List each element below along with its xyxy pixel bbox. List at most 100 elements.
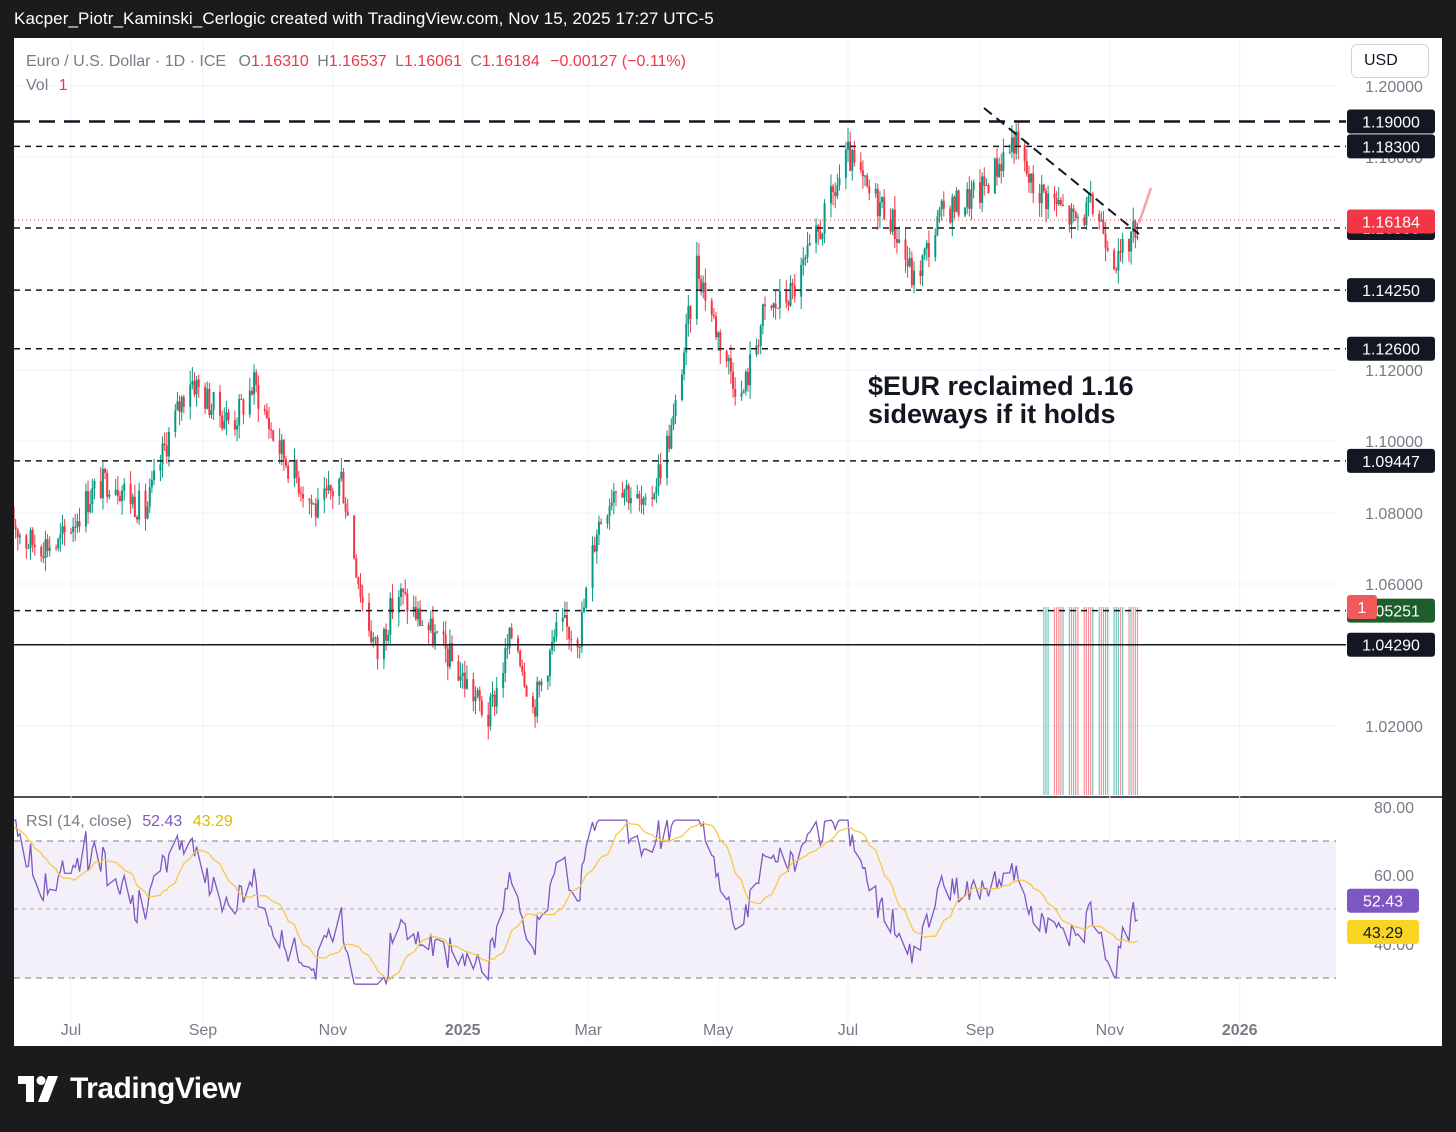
candle-body — [534, 706, 537, 717]
candle-body — [104, 468, 107, 473]
candle-body — [566, 615, 569, 627]
candle-body — [881, 196, 884, 203]
candle-body — [404, 591, 407, 594]
candle-body — [612, 491, 615, 503]
candle-body — [76, 521, 79, 528]
trendline[interactable] — [983, 107, 1140, 235]
candle-body — [353, 515, 356, 559]
candle-body — [791, 283, 794, 286]
candle-body — [800, 264, 803, 297]
candle-body — [114, 489, 117, 495]
candle-body — [253, 372, 256, 395]
rsi-legend[interactable]: RSI (14, close) 52.43 43.29 — [26, 813, 233, 831]
price-tick-label: 1.12000 — [1365, 363, 1423, 380]
candle-body — [849, 141, 852, 171]
candle-body — [89, 504, 92, 513]
chart-annotation[interactable]: $EUR reclaimed 1.16 sideways if it holds — [868, 372, 1134, 428]
candle-body — [749, 354, 752, 386]
currency-button[interactable]: USD — [1351, 44, 1429, 78]
candle-body — [361, 596, 364, 603]
candle-body — [829, 186, 832, 204]
candle-body — [399, 588, 402, 598]
candle-body — [578, 646, 581, 648]
candle-body — [964, 207, 967, 216]
candle-body — [427, 624, 430, 631]
candle-body — [955, 190, 958, 212]
candle-body — [878, 202, 881, 217]
candle-body — [391, 598, 394, 613]
candle-body — [819, 231, 822, 240]
candle-body — [644, 497, 647, 499]
annotation-line-2: sideways if it holds — [868, 399, 1116, 429]
candle-body — [521, 666, 524, 672]
candle-body — [591, 545, 594, 588]
candle-body — [725, 351, 728, 362]
rsi-ma-label-bg — [1347, 919, 1419, 944]
symbol-legend[interactable]: Euro / U.S. Dollar · 1D · ICE O1.16310 H… — [26, 53, 686, 71]
candle-body — [908, 257, 911, 267]
candle-body — [1053, 193, 1056, 199]
candle-body — [636, 493, 639, 499]
chart-panel[interactable]: 80.00 60.00 40.00 52.43 43.29 1.02000 1.06000… — [14, 38, 1442, 1046]
candle-body — [451, 643, 454, 661]
candle-body — [308, 498, 311, 501]
candle-body — [206, 388, 209, 409]
candle-body — [144, 490, 147, 519]
candle-body — [212, 392, 215, 411]
level-label: 1.09447 — [1362, 454, 1420, 471]
projection-arrow[interactable] — [1137, 187, 1153, 224]
candle-body — [712, 315, 715, 317]
candle-body — [774, 303, 777, 308]
tradingview-logo[interactable]: TradingView — [18, 1072, 241, 1106]
close-value: 1.16184 — [481, 53, 540, 70]
level-label-bg — [1347, 278, 1435, 303]
candle-body — [331, 491, 334, 496]
time-tick-label: Nov — [1096, 1022, 1124, 1039]
candle-body — [538, 681, 541, 686]
candle-body — [87, 491, 90, 513]
candle-body — [1121, 238, 1124, 253]
price-tick-label: 1.10000 — [1365, 434, 1423, 451]
candle-body — [561, 617, 564, 623]
candle-body — [949, 208, 952, 223]
candle-body — [1100, 220, 1103, 222]
candle-body — [1013, 137, 1016, 154]
volume-legend[interactable]: Vol 1 — [26, 77, 68, 95]
volume-value: 1 — [58, 77, 68, 94]
candle-body — [859, 162, 862, 171]
candle-body — [942, 200, 945, 209]
candle-body — [297, 477, 300, 494]
time-tick-label: Sep — [966, 1022, 995, 1039]
candle-body — [99, 481, 102, 499]
chart-caption: Kacper_Piotr_Kaminski_Cerlogic created w… — [14, 9, 714, 28]
candle-body — [823, 203, 826, 235]
candle-body — [193, 381, 196, 395]
candle-body — [25, 535, 28, 549]
candle-body — [638, 493, 641, 499]
price-tick-label: 1.20000 — [1365, 79, 1423, 96]
rsi-line[interactable] — [14, 819, 1138, 986]
candle-body — [821, 234, 824, 240]
candle-body — [551, 641, 554, 651]
candle-body — [938, 209, 941, 217]
candle-body — [285, 458, 288, 466]
candle-body — [876, 188, 879, 217]
candle-body — [727, 357, 730, 362]
candle-body — [614, 491, 617, 493]
candle-body — [868, 186, 871, 194]
candle-body — [778, 290, 781, 309]
candle-body — [487, 714, 490, 727]
candle-body — [770, 306, 773, 308]
rsi-ma-line[interactable] — [14, 821, 1138, 982]
candle-body — [406, 593, 409, 612]
candle-body — [459, 676, 462, 681]
symbol-name[interactable]: Euro / U.S. Dollar · 1D · ICE — [26, 53, 227, 70]
candle-body — [508, 627, 511, 649]
low-value: 1.16061 — [404, 53, 462, 70]
candle-body — [472, 679, 475, 702]
candle-body — [1074, 211, 1077, 219]
candle-body — [610, 502, 613, 507]
candle-body — [131, 496, 134, 505]
candle-body — [150, 479, 153, 488]
